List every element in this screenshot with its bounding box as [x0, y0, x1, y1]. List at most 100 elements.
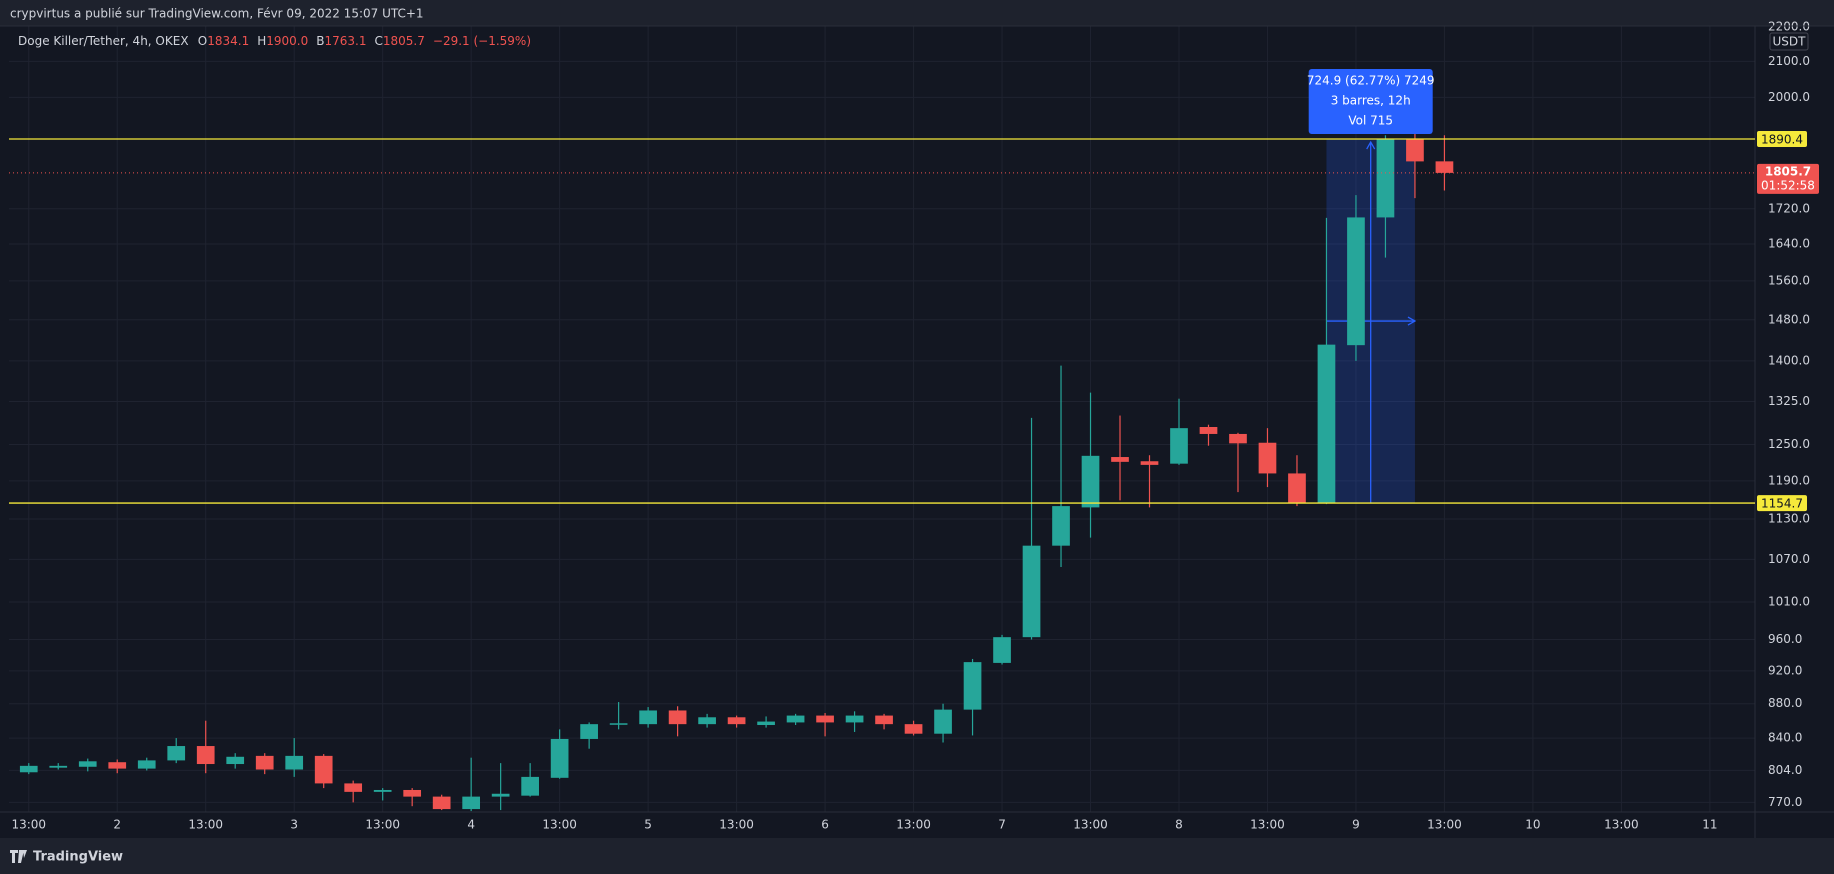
legend-key: C	[375, 34, 383, 48]
x-tick-label: 13:00	[1427, 818, 1462, 832]
y-tick-label: 1070.0	[1768, 552, 1810, 566]
y-tick-label: 2100.0	[1768, 54, 1810, 68]
countdown: 01:52:58	[1761, 178, 1815, 192]
candle-body	[1199, 426, 1218, 434]
y-tick-label: 1640.0	[1768, 236, 1810, 250]
x-tick-label: 10	[1525, 818, 1540, 832]
candle-body	[521, 776, 539, 796]
candle-body	[491, 793, 510, 797]
level-label-box	[1757, 131, 1807, 148]
candle-body	[108, 762, 127, 769]
legend-name: Doge Killer/Tether, 4h, OKEX	[18, 34, 188, 48]
candle-body	[19, 765, 38, 773]
candle-body	[550, 738, 569, 778]
x-tick-label: 11	[1702, 818, 1717, 832]
candle-body	[255, 755, 274, 770]
measure-arrow-head	[1407, 316, 1417, 326]
candle-body	[1111, 457, 1129, 462]
candle-body	[167, 746, 186, 761]
y-tick-label: 880.0	[1768, 696, 1802, 710]
candle-body	[1317, 344, 1336, 503]
measure-label-box	[1308, 69, 1433, 135]
y-tick-label: 804.0	[1768, 763, 1802, 777]
candle-body	[344, 783, 363, 792]
candle-body	[1435, 161, 1454, 173]
y-tick-label: 1720.0	[1768, 201, 1810, 215]
currency: USDT	[1773, 35, 1807, 49]
candle-body	[1022, 545, 1041, 638]
candle-body	[196, 746, 215, 765]
y-tick-label: 1190.0	[1768, 473, 1810, 487]
candle-body	[993, 637, 1011, 663]
level-label-box	[1757, 495, 1807, 512]
x-tick-label: 13:00	[365, 818, 400, 832]
candle-body	[816, 715, 834, 723]
y-tick-label: 1325.0	[1768, 394, 1810, 408]
candle-body	[1406, 138, 1424, 162]
x-tick-label: 5	[644, 818, 652, 832]
y-tick-label: 770.0	[1768, 795, 1802, 809]
candle-body	[1376, 139, 1395, 218]
candle-body	[904, 724, 923, 734]
x-tick-label: 3	[290, 818, 298, 832]
x-tick-label: 13:00	[1073, 818, 1108, 832]
candle-body	[137, 760, 156, 769]
candle-body	[1170, 428, 1188, 464]
candle-body	[1288, 473, 1306, 503]
attribution: crypvirtus a publié sur TradingView.com,…	[10, 7, 424, 21]
candle-body	[609, 723, 628, 725]
top-bar	[0, 0, 1834, 26]
y-tick-label: 840.0	[1768, 731, 1802, 745]
x-tick-label: 13:00	[542, 818, 577, 832]
candle-body	[698, 717, 716, 725]
x-tick-label: 9	[1352, 818, 1360, 832]
candle-body	[432, 796, 451, 810]
candle-body	[963, 662, 982, 710]
candle-body	[580, 724, 598, 739]
measure-arrow-head	[1366, 140, 1376, 150]
y-tick-label: 1480.0	[1768, 312, 1810, 326]
legend: Doge Killer/Tether, 4h, OKEX O1834.1 H1900…	[18, 34, 531, 48]
legend-value: 1900.0	[266, 34, 308, 48]
level-label: 1154.7	[1761, 497, 1803, 511]
x-tick-label: 13:00	[1604, 818, 1639, 832]
candle-body	[78, 761, 97, 767]
footer-brand: TradingView	[33, 850, 123, 865]
candle-body	[1229, 433, 1247, 444]
price-label-box	[1757, 163, 1819, 194]
candle-body	[786, 715, 805, 723]
x-tick-label: 13:00	[719, 818, 754, 832]
candle-body	[934, 709, 952, 734]
candle-body	[1258, 442, 1277, 474]
legend-key: O	[198, 34, 207, 48]
legend-value: 1834.1	[207, 34, 249, 48]
x-tick-label: 13:00	[188, 818, 223, 832]
x-tick-label: 13:00	[1250, 818, 1285, 832]
candle-body	[875, 715, 893, 725]
candle-body	[1140, 461, 1159, 465]
legend-value: 1805.7	[383, 34, 425, 48]
candle-body	[49, 765, 68, 768]
currency-box	[1769, 32, 1809, 51]
measure-label: Vol 715	[1348, 114, 1393, 128]
y-tick-label: 1560.0	[1768, 273, 1810, 287]
x-tick-label: 2	[113, 818, 121, 832]
x-tick-label: 13:00	[11, 818, 46, 832]
y-tick-label: 2000.0	[1768, 90, 1810, 104]
logo	[10, 850, 27, 863]
y-tick-label: 920.0	[1768, 663, 1802, 677]
measure-label: 3 barres, 12h	[1331, 94, 1411, 108]
x-tick-label: 4	[467, 818, 475, 832]
candle-body	[757, 721, 775, 726]
legend-change: −29.1 (−1.59%)	[433, 34, 531, 48]
x-tick-label: 7	[998, 818, 1006, 832]
legend-key: H	[257, 34, 266, 48]
candle-body	[1052, 506, 1070, 546]
candle-body	[1081, 455, 1100, 508]
candle-body	[373, 789, 392, 792]
candle-body	[639, 710, 657, 725]
price-label: 1805.7	[1765, 164, 1811, 178]
candle-body	[668, 710, 687, 725]
